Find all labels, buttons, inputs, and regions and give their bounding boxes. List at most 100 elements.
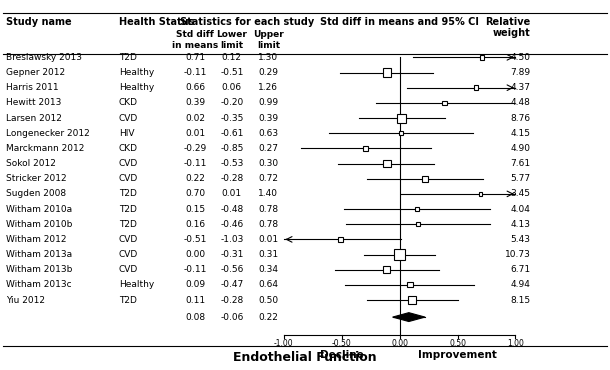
Text: CVD: CVD — [119, 159, 138, 168]
Text: -0.20: -0.20 — [220, 98, 243, 107]
Text: 6.71: 6.71 — [511, 265, 531, 274]
Text: Witham 2012: Witham 2012 — [6, 235, 66, 244]
Text: Larsen 2012: Larsen 2012 — [6, 114, 62, 122]
Text: 4.48: 4.48 — [511, 98, 531, 107]
Text: 7.89: 7.89 — [511, 68, 531, 77]
Text: Witham 2010a: Witham 2010a — [6, 205, 72, 213]
Text: Health Status: Health Status — [119, 17, 195, 27]
Text: 0.29: 0.29 — [259, 68, 278, 77]
Text: 0.16: 0.16 — [185, 220, 205, 229]
Text: 4.04: 4.04 — [511, 205, 531, 213]
Text: 0.99: 0.99 — [259, 98, 278, 107]
Text: -1.03: -1.03 — [220, 235, 243, 244]
Text: Stricker 2012: Stricker 2012 — [6, 174, 66, 183]
Text: 0.15: 0.15 — [185, 205, 205, 213]
Text: CKD: CKD — [119, 144, 138, 153]
Text: 0.78: 0.78 — [259, 220, 278, 229]
Text: 0.12: 0.12 — [222, 53, 242, 62]
Text: -0.28: -0.28 — [220, 296, 243, 305]
Text: 0.01: 0.01 — [185, 129, 205, 138]
Bar — [383, 266, 390, 273]
Bar — [382, 68, 391, 77]
Text: Decline: Decline — [320, 350, 364, 360]
Text: 0.01: 0.01 — [259, 235, 278, 244]
Text: Upper
limit: Upper limit — [253, 30, 284, 50]
Text: T2D: T2D — [119, 220, 137, 229]
Bar — [408, 296, 417, 304]
Text: -0.29: -0.29 — [184, 144, 207, 153]
Text: 0.50: 0.50 — [259, 296, 278, 305]
Text: Relative
weight: Relative weight — [486, 17, 531, 38]
Bar — [442, 101, 447, 105]
Text: Improvement: Improvement — [418, 350, 497, 360]
Text: Lower
limit: Lower limit — [217, 30, 247, 50]
Text: T2D: T2D — [119, 205, 137, 213]
Bar — [415, 207, 419, 211]
Text: -0.31: -0.31 — [220, 250, 243, 259]
Text: -0.06: -0.06 — [220, 313, 243, 322]
Text: 0.39: 0.39 — [185, 98, 205, 107]
Text: Witham 2013a: Witham 2013a — [6, 250, 72, 259]
Polygon shape — [393, 313, 425, 322]
Bar — [364, 146, 368, 151]
Text: Healthy: Healthy — [119, 83, 154, 92]
Bar — [394, 249, 405, 260]
Text: T2D: T2D — [119, 53, 137, 62]
Text: 0.66: 0.66 — [185, 83, 205, 92]
Text: HIV: HIV — [119, 129, 134, 138]
Text: Yiu 2012: Yiu 2012 — [6, 296, 45, 305]
Text: CKD: CKD — [119, 98, 138, 107]
Text: -0.47: -0.47 — [220, 280, 243, 289]
Text: 0.01: 0.01 — [222, 189, 242, 198]
Bar — [479, 192, 483, 196]
Text: -0.28: -0.28 — [220, 174, 243, 183]
Text: CVD: CVD — [119, 114, 138, 122]
Text: 0.30: 0.30 — [259, 159, 278, 168]
Text: -0.46: -0.46 — [220, 220, 243, 229]
Text: Gepner 2012: Gepner 2012 — [6, 68, 65, 77]
Text: 0.72: 0.72 — [259, 174, 278, 183]
Text: Std diff
in means: Std diff in means — [172, 30, 218, 50]
Text: 8.76: 8.76 — [511, 114, 531, 122]
Bar — [407, 282, 412, 287]
Text: 0.39: 0.39 — [259, 114, 278, 122]
Text: 0.50: 0.50 — [449, 339, 466, 348]
Text: 1.26: 1.26 — [259, 83, 278, 92]
Text: 0.31: 0.31 — [259, 250, 278, 259]
Text: -0.85: -0.85 — [220, 144, 243, 153]
Text: 4.13: 4.13 — [511, 220, 531, 229]
Text: 4.94: 4.94 — [511, 280, 531, 289]
Text: 1.40: 1.40 — [259, 189, 278, 198]
Text: 0.22: 0.22 — [185, 174, 205, 183]
Text: 0.02: 0.02 — [185, 114, 205, 122]
Text: Marckmann 2012: Marckmann 2012 — [6, 144, 84, 153]
Text: -0.51: -0.51 — [184, 235, 207, 244]
Text: 0.34: 0.34 — [259, 265, 278, 274]
Text: 4.90: 4.90 — [511, 144, 531, 153]
Text: 0.71: 0.71 — [185, 53, 205, 62]
Text: Endothelial Function: Endothelial Function — [233, 352, 377, 364]
Text: 4.37: 4.37 — [511, 83, 531, 92]
Text: 4.50: 4.50 — [511, 53, 531, 62]
Text: T2D: T2D — [119, 189, 137, 198]
Text: 0.63: 0.63 — [259, 129, 278, 138]
Text: 4.15: 4.15 — [511, 129, 531, 138]
Text: 10.73: 10.73 — [505, 250, 531, 259]
Text: Breslawsky 2013: Breslawsky 2013 — [6, 53, 82, 62]
Text: Statistics for each study: Statistics for each study — [180, 17, 314, 27]
Text: Sokol 2012: Sokol 2012 — [6, 159, 56, 168]
Bar — [416, 222, 420, 226]
Text: CVD: CVD — [119, 265, 138, 274]
Text: Harris 2011: Harris 2011 — [6, 83, 59, 92]
Text: 0.78: 0.78 — [259, 205, 278, 213]
Text: CVD: CVD — [119, 250, 138, 259]
Text: Witham 2013b: Witham 2013b — [6, 265, 73, 274]
Bar — [479, 55, 484, 60]
Text: -0.48: -0.48 — [220, 205, 243, 213]
Text: -1.00: -1.00 — [274, 339, 293, 348]
Text: 0.11: 0.11 — [185, 296, 205, 305]
Text: -0.53: -0.53 — [220, 159, 243, 168]
Bar — [398, 131, 403, 135]
Text: 0.00: 0.00 — [185, 250, 205, 259]
Bar — [422, 176, 428, 182]
